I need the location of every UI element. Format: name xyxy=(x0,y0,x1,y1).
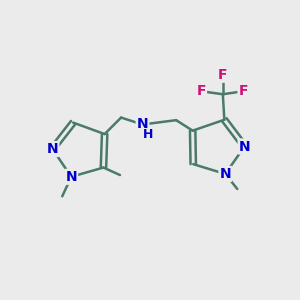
Text: N: N xyxy=(47,142,58,156)
Text: F: F xyxy=(238,84,248,98)
Text: N: N xyxy=(239,140,250,154)
Text: F: F xyxy=(218,68,228,82)
Text: N: N xyxy=(65,170,77,184)
Text: F: F xyxy=(196,84,206,98)
Text: N: N xyxy=(137,118,148,131)
Text: H: H xyxy=(143,128,153,142)
Text: N: N xyxy=(220,167,231,181)
